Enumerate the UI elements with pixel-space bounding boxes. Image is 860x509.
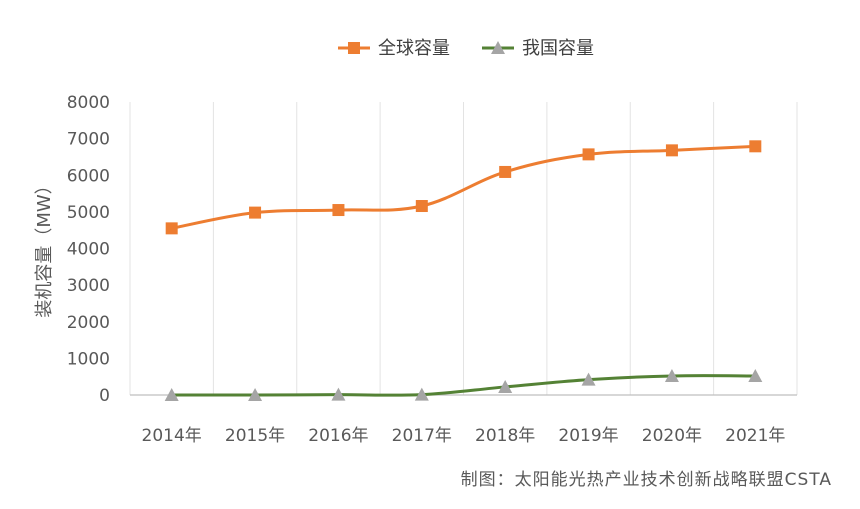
data-point xyxy=(164,388,179,401)
series-0 xyxy=(165,140,762,235)
legend-marker xyxy=(348,42,360,54)
data-point xyxy=(582,148,595,161)
data-point xyxy=(748,368,763,382)
data-point xyxy=(249,206,262,219)
series-line xyxy=(170,374,757,397)
y-axis-label: 装机容量（MW） xyxy=(34,176,55,317)
data-point xyxy=(499,165,512,178)
y-tick-label: 7000 xyxy=(67,130,110,150)
series-line xyxy=(170,144,757,230)
series-layer xyxy=(164,140,763,401)
data-point xyxy=(415,200,428,213)
data-point xyxy=(664,368,679,382)
y-tick-label: 0 xyxy=(99,386,110,406)
legend-item: 我国容量 xyxy=(482,38,594,59)
source-credit: 制图：太阳能光热产业技术创新战略联盟CSTA xyxy=(461,470,832,490)
y-tick-label: 2000 xyxy=(67,313,110,333)
legend-marker xyxy=(491,41,505,54)
legend-item: 全球容量 xyxy=(338,38,450,59)
axes: 0 1000 2000 3000 4000 5000 6000 7000 8000 2014年 20… xyxy=(67,93,797,446)
x-tick-label: 2018年 xyxy=(475,426,535,446)
series-1 xyxy=(164,368,763,401)
data-point xyxy=(498,379,513,393)
data-point xyxy=(581,372,596,386)
data-point xyxy=(332,204,345,217)
x-tick-label: 2017年 xyxy=(392,426,452,446)
data-point xyxy=(165,222,178,235)
y-tick-label: 5000 xyxy=(67,203,110,223)
y-tick-label: 6000 xyxy=(67,166,110,186)
legend-label: 我国容量 xyxy=(522,38,594,59)
y-tick-label: 3000 xyxy=(67,276,110,296)
data-point xyxy=(414,387,429,401)
data-point xyxy=(665,144,678,157)
x-tick-label: 2014年 xyxy=(142,426,202,446)
x-tick-label: 2016年 xyxy=(308,426,368,446)
y-tick-label: 1000 xyxy=(67,349,110,369)
y-tick-label: 4000 xyxy=(67,240,110,260)
data-point xyxy=(749,140,762,153)
x-tick-label: 2015年 xyxy=(225,426,285,446)
x-tick-label: 2021年 xyxy=(725,426,785,446)
x-tick-label: 2020年 xyxy=(642,426,702,446)
legend-label: 全球容量 xyxy=(378,38,450,59)
legend: 全球容量 我国容量 xyxy=(338,38,594,59)
gridlines xyxy=(129,102,798,395)
data-point xyxy=(248,388,263,401)
y-tick-label: 8000 xyxy=(67,93,110,113)
x-tick-label: 2019年 xyxy=(558,426,618,446)
data-point xyxy=(331,387,346,401)
